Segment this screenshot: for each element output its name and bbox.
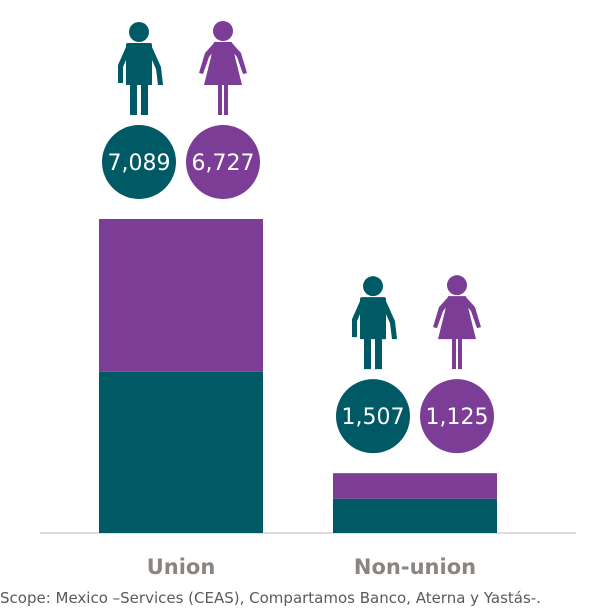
value-badge-union-men (102, 125, 176, 199)
bar-non-union-women (333, 473, 497, 499)
value-label-non-union-women: 1,125 (426, 405, 489, 430)
value-label-union-women: 6,727 (192, 151, 255, 176)
value-label-non-union-men: 1,507 (342, 405, 405, 430)
value-label-union-men: 7,089 (108, 151, 171, 176)
value-badge-non-union-women (420, 379, 494, 454)
value-badge-non-union-men (336, 379, 410, 454)
footnote: Scope: Mexico –Services (CEAS), Comparta… (0, 589, 541, 607)
bar-union-women (99, 219, 263, 372)
woman-icon (433, 275, 481, 370)
category-label-union: Union (147, 555, 216, 579)
woman-icon (199, 21, 247, 115)
bar-union-men (99, 371, 263, 533)
value-badge-union-women (186, 125, 260, 199)
bar-non-union-men (333, 498, 497, 533)
category-label-non-union: Non-union (354, 555, 476, 579)
man-icon (352, 276, 397, 370)
man-icon (118, 22, 163, 115)
